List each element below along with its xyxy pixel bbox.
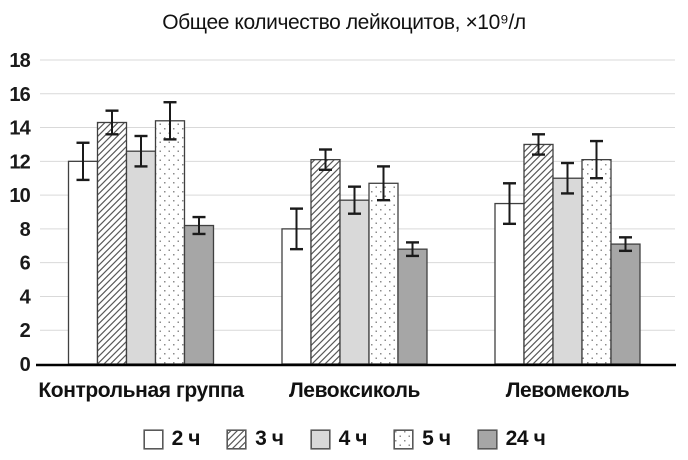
legend-item-24h: 24 ч bbox=[476, 427, 546, 451]
bar-3ч-1 bbox=[310, 158, 341, 365]
bar-2ч-2 bbox=[494, 202, 525, 365]
bar-4ч-1 bbox=[339, 199, 370, 365]
x-category-label: Контрольная группа bbox=[38, 379, 244, 402]
legend-swatch-white-icon bbox=[142, 428, 164, 450]
y-tick-label: 16 bbox=[9, 84, 30, 106]
y-tick-label: 2 bbox=[20, 320, 31, 342]
y-tick-label: 12 bbox=[9, 151, 30, 173]
y-tick-label: 10 bbox=[9, 185, 30, 207]
y-tick-label: 0 bbox=[20, 354, 31, 376]
legend-swatch-darkgray-icon bbox=[476, 428, 498, 450]
bar-24ч-2 bbox=[610, 243, 641, 365]
y-tick-label: 14 bbox=[9, 118, 31, 140]
legend-label-3h: 3 ч bbox=[255, 427, 284, 450]
legend-item-2h: 2 ч bbox=[142, 427, 201, 451]
bar-2ч-1 bbox=[281, 228, 312, 365]
bar-24ч-0 bbox=[183, 224, 215, 365]
legend-item-4h: 4 ч bbox=[309, 427, 368, 451]
bar-4ч-2 bbox=[552, 177, 583, 365]
bar-5ч-2 bbox=[581, 158, 612, 365]
bar-2ч-0 bbox=[67, 160, 99, 365]
legend-swatch-hatch-icon bbox=[226, 428, 248, 450]
bar-4ч-0 bbox=[125, 150, 157, 365]
legend-label-2h: 2 ч bbox=[171, 427, 201, 450]
x-category-label: Левомеколь bbox=[506, 379, 630, 402]
legend-label-4h: 4 ч bbox=[338, 427, 368, 450]
chart-title: Общее количество лейкоцитов, ×10⁹/л bbox=[162, 11, 526, 34]
legend-label-5h: 5 ч bbox=[422, 427, 451, 450]
y-tick-label: 18 bbox=[9, 50, 30, 72]
legend-item-3h: 3 ч bbox=[226, 427, 284, 451]
bar-5ч-1 bbox=[368, 182, 399, 365]
y-tick-label: 8 bbox=[20, 219, 31, 241]
bar-5ч-0 bbox=[154, 120, 186, 365]
chart-legend: 2 ч 3 ч 4 ч 5 ч bbox=[0, 427, 688, 451]
legend-swatch-lightgray-icon bbox=[309, 428, 331, 450]
legend-label-24h: 24 ч bbox=[505, 427, 546, 450]
x-category-label: Левоксиколь bbox=[289, 379, 421, 402]
bar-24ч-1 bbox=[397, 248, 428, 365]
y-tick-label: 4 bbox=[20, 286, 32, 308]
bar-3ч-0 bbox=[96, 121, 128, 365]
legend-item-5h: 5 ч bbox=[393, 427, 451, 451]
legend-swatch-dots-icon bbox=[393, 428, 415, 450]
bar-3ч-2 bbox=[523, 143, 554, 365]
y-tick-label: 6 bbox=[20, 253, 31, 275]
